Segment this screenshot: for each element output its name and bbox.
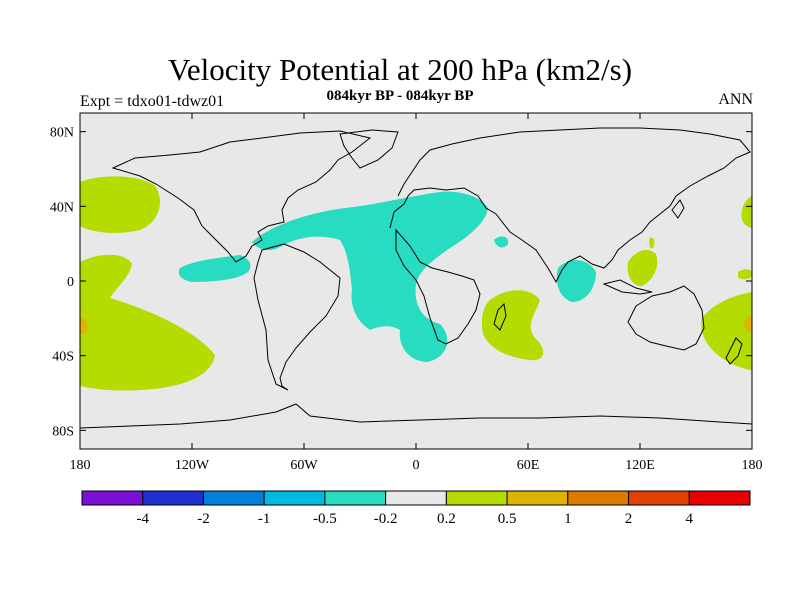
- colorbar: [81, 490, 751, 506]
- negative-region-bay-of-bengal: [556, 260, 596, 302]
- colorbar-swatch: [445, 490, 508, 506]
- colorbar-label: 1: [564, 511, 572, 527]
- x-tick-label: 60W: [290, 458, 318, 473]
- colorbar-swatch: [385, 490, 447, 506]
- colorbar-swatch: [202, 490, 265, 506]
- x-tick-label: 0: [413, 458, 420, 473]
- strong-positive-spot-east: [744, 316, 752, 332]
- y-tick-label: 80S: [52, 424, 74, 439]
- colorbar-label: -2: [197, 511, 210, 527]
- colorbar-label: -1: [258, 511, 271, 527]
- colorbar-swatch: [506, 490, 569, 506]
- positive-region-south-pacific: [80, 254, 215, 391]
- colorbar-label: 2: [625, 511, 633, 527]
- coastline-new-zealand: [725, 337, 743, 365]
- colorbar-label: -4: [136, 511, 149, 527]
- coastline-madagascar: [493, 302, 507, 331]
- colorbar-swatch: [567, 490, 630, 506]
- axis-ticks: [79, 113, 753, 449]
- coastline-north-america: [111, 130, 372, 263]
- colorbar-label: 4: [686, 511, 694, 527]
- x-tick-label: 120E: [625, 458, 655, 473]
- season-label: ANN: [718, 91, 753, 108]
- chart-subtitle: 084kyr BP - 084kyr BP: [326, 88, 474, 104]
- positive-region-north-pacific: [80, 176, 160, 233]
- positive-region-west-pacific: [741, 196, 752, 228]
- colorbar-swatch: [81, 490, 144, 506]
- coastline-australia: [627, 285, 705, 351]
- negative-region-atlantic-africa: [252, 191, 488, 362]
- y-tick-label: 0: [67, 275, 74, 290]
- y-tick-label: 40S: [52, 350, 74, 365]
- strong-positive-spot-west: [80, 318, 88, 334]
- experiment-label: Expt = tdxo01-tdwz01: [80, 93, 225, 110]
- colorbar-swatch: [324, 490, 387, 506]
- colorbar-label: -0.2: [374, 511, 398, 527]
- colorbar-label: 0.5: [498, 511, 517, 527]
- coastline-indonesia: [602, 279, 653, 295]
- coastline-greenland: [339, 129, 399, 169]
- colorbar-swatch: [628, 490, 690, 506]
- chart-title: Velocity Potential at 200 hPa (km2/s): [167, 52, 633, 87]
- coastline-layer: [80, 127, 752, 429]
- negative-region-east-pacific: [178, 255, 251, 282]
- positive-region-central-pacific: [738, 269, 752, 280]
- x-tick-label: 60E: [517, 458, 540, 473]
- coastline-eurasia-africa: [389, 127, 751, 345]
- y-tick-label: 40N: [50, 200, 74, 215]
- positive-region-indian-ocean: [481, 290, 544, 361]
- coastline-antarctica: [80, 403, 752, 429]
- negative-region-arabia: [494, 236, 509, 248]
- x-tick-label: 120W: [175, 458, 210, 473]
- colorbar-label: -0.5: [313, 511, 337, 527]
- positive-region-maritime-continent: [627, 249, 658, 286]
- colorbar-swatch: [142, 490, 204, 506]
- y-tick-label: 80N: [50, 126, 74, 141]
- x-tick-label: 180: [70, 458, 91, 473]
- coastline-japan: [671, 199, 685, 219]
- colorbar-label: 0.2: [437, 511, 456, 527]
- colorbar-swatch: [263, 490, 326, 506]
- colorbar-swatch: [688, 490, 751, 506]
- contour-fill-layer: [80, 176, 752, 391]
- coastline-south-america: [253, 243, 341, 391]
- x-tick-label: 180: [742, 458, 763, 473]
- axis-tick-labels: 80N 40N 0 40S 80S 180 120W 60W 0 60E 120E 180: [50, 126, 763, 473]
- colorbar-labels: -4 -2 -1 -0.5 -0.2 0.2 0.5 1 2 4: [136, 511, 693, 527]
- positive-region-south-asia: [649, 237, 655, 249]
